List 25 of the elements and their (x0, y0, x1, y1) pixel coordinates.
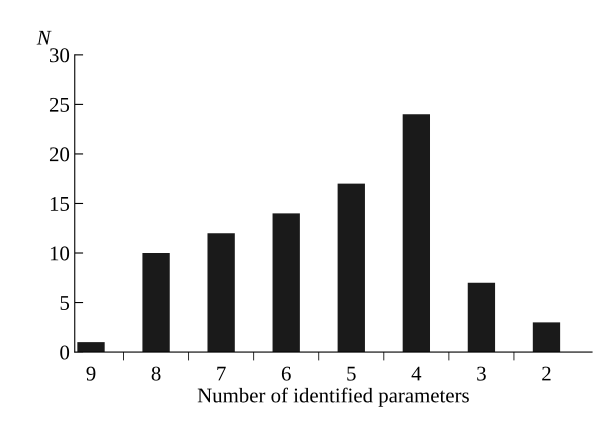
x-tick-label: 2 (542, 366, 551, 380)
x-tick-label: 4 (412, 366, 422, 380)
y-tick-label: 30 (50, 48, 70, 62)
bar (207, 233, 235, 352)
bar (532, 322, 560, 352)
y-tick-label: 10 (50, 246, 70, 260)
bar (77, 342, 105, 352)
bar (272, 213, 300, 352)
x-tick-label: 8 (152, 366, 160, 381)
x-tick-label: 5 (347, 366, 356, 381)
y-tick-label: 20 (50, 147, 70, 162)
y-axis-title: N (36, 30, 52, 44)
x-tick-label: 7 (217, 366, 226, 380)
x-axis-title: Number of identified parameters (198, 388, 469, 407)
bar (468, 282, 496, 352)
x-tick-label: 6 (282, 366, 291, 381)
y-tick-label: 5 (60, 296, 70, 310)
x-tick-label: 9 (86, 366, 96, 381)
x-tick-label: 3 (477, 366, 486, 381)
bar (338, 184, 365, 352)
y-tick-label: 0 (60, 345, 70, 360)
y-tick-label: 25 (50, 98, 70, 112)
bar (142, 253, 170, 352)
bar (402, 114, 430, 352)
y-tick-label: 15 (50, 196, 70, 211)
